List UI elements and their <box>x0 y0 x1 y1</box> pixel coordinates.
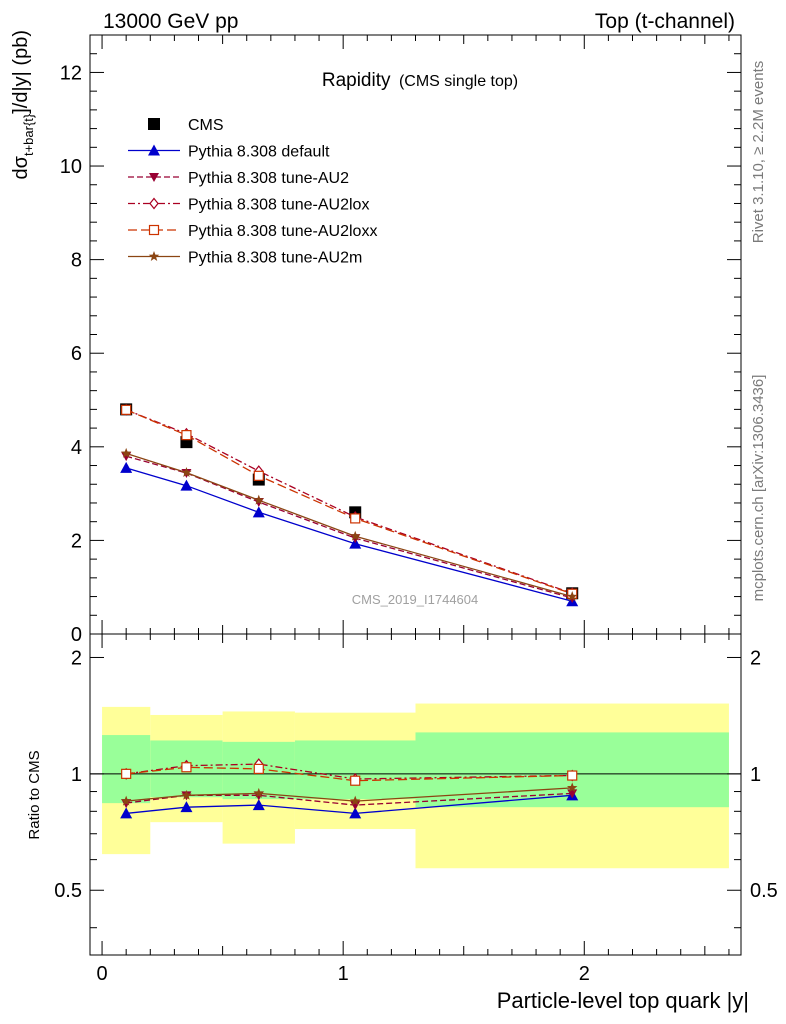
analysis-watermark: CMS_2019_I1744604 <box>352 592 479 607</box>
main-y-tick-label: 2 <box>71 530 82 552</box>
main-series-line <box>125 409 573 594</box>
ratio-y-tick-label: 1 <box>71 764 82 786</box>
x-axis-title: Particle-level top quark |y| <box>497 988 749 1013</box>
main-series-0 <box>120 461 579 607</box>
main-y-tick-label: 6 <box>71 343 82 365</box>
legend-label: Pythia 8.308 default <box>188 144 330 161</box>
main-series-point <box>180 479 193 491</box>
main-series-point <box>120 447 132 458</box>
ratio-series-point <box>350 775 361 786</box>
x-tick-label: 1 <box>338 963 349 985</box>
main-series-point <box>181 430 192 441</box>
ratio-plot-frame <box>89 633 742 956</box>
ratio-inner-band <box>294 740 416 800</box>
ratio-series-point <box>253 763 264 774</box>
main-series-point <box>253 470 264 481</box>
ratio-y-tick-label-right: 1 <box>750 764 761 786</box>
legend-marker <box>149 173 159 182</box>
main-plot-panel: CMS_2019_I1744604 Rapidity (CMS single t… <box>60 34 742 646</box>
main-series-line <box>125 409 573 595</box>
main-series-point <box>252 506 265 518</box>
x-tick-label: 2 <box>579 963 590 985</box>
legend-entry: Pythia 8.308 tune-AU2lox <box>128 197 369 214</box>
ratio-y-tick-label-right: 0.5 <box>750 880 778 902</box>
main-series-point <box>349 530 361 541</box>
legend-entry: Pythia 8.308 tune-AU2loxx <box>128 223 377 240</box>
ratio-y-tick-label: 2 <box>71 647 82 669</box>
rivet-label: Rivet 3.1.10, ≥ 2.2M events <box>750 61 767 244</box>
legend-marker <box>148 144 160 156</box>
y-title-rest: ]/d|y| (pb) <box>10 30 32 114</box>
main-series-line <box>126 455 573 599</box>
main-series-point <box>349 537 362 549</box>
ratio-series-point <box>349 807 362 819</box>
legend: CMS Pythia 8.308 default Pythia 8.308 tune… <box>128 117 377 267</box>
x-tick-label: 0 <box>96 963 107 985</box>
ratio-series-point <box>120 795 132 806</box>
main-y-tick-label: 10 <box>60 156 82 178</box>
mcplots-label: mcplots.cern.ch [arXiv:1306.3436] <box>750 375 767 602</box>
main-y-axis-title: dσt+bar{t}]/d|y| (pb) <box>10 30 36 180</box>
ratio-y-tick-label-right: 2 <box>750 647 761 669</box>
y-title-subscript: t+bar{t} <box>21 113 36 156</box>
plot-subtitle: (CMS single top) <box>399 73 518 90</box>
legend-entry: Pythia 8.308 default <box>128 144 330 161</box>
ratio-series-point <box>349 795 361 806</box>
legend-marker <box>149 197 159 210</box>
ratio-series-line <box>126 763 573 780</box>
main-y-tick-label: 4 <box>71 437 82 459</box>
y-title-sigma: dσ <box>10 155 32 179</box>
energy-label: 13000 GeV pp <box>103 10 238 33</box>
ratio-plot-panel: 0.5 0.5 1 1 2 2 0 1 2 <box>54 633 778 985</box>
legend-entry: Pythia 8.308 tune-AU2m <box>128 250 362 267</box>
legend-label: Pythia 8.308 tune-AU2 <box>188 170 349 187</box>
main-series-point <box>121 404 132 415</box>
plot-title: Rapidity (CMS single top) <box>322 70 518 91</box>
main-series-point <box>181 467 192 477</box>
ratio-y-tick-label: 0.5 <box>54 880 82 902</box>
ratio-series-point <box>252 799 265 811</box>
ratio-series-point <box>180 801 193 813</box>
ratio-series-point <box>181 789 192 800</box>
ratio-series-point <box>253 787 265 798</box>
ratio-series-point <box>566 782 578 793</box>
ratio-y-axis-title: Ratio to CMS <box>26 750 43 839</box>
main-series-point <box>566 591 578 602</box>
legend-label: Pythia 8.308 tune-AU2lox <box>188 197 369 214</box>
ratio-series-point <box>181 762 192 773</box>
legend-marker <box>148 251 160 261</box>
ratio-series-point <box>120 807 133 819</box>
main-y-tick-label: 8 <box>71 250 82 272</box>
legend-marker <box>148 224 160 236</box>
legend-label: Pythia 8.308 tune-AU2loxx <box>188 223 377 240</box>
legend-entry: CMS <box>148 117 224 134</box>
ratio-series-point <box>567 770 578 781</box>
legend-entry: Pythia 8.308 tune-AU2 <box>128 170 349 187</box>
legend-label: Pythia 8.308 tune-AU2m <box>188 250 362 267</box>
ratio-series-line <box>126 792 573 806</box>
main-series-4 <box>120 447 578 602</box>
main-y-tick-label: 12 <box>60 62 82 84</box>
ratio-series-0 <box>120 789 579 819</box>
main-series-1 <box>121 452 578 603</box>
ratio-series-point <box>121 768 132 779</box>
main-series-3 <box>121 404 578 599</box>
legend-marker <box>148 118 160 130</box>
process-label: Top (t-channel) <box>595 10 735 33</box>
legend-label: CMS <box>188 117 224 134</box>
main-series-line <box>126 452 573 598</box>
ratio-series-4 <box>120 782 578 806</box>
main-series-point <box>120 461 133 473</box>
plot-title-main: Rapidity <box>322 70 391 91</box>
main-series-point <box>350 513 361 524</box>
main-y-tick-label: 0 <box>71 624 82 646</box>
main-series-point <box>253 494 265 505</box>
ratio-series-3 <box>121 762 578 786</box>
